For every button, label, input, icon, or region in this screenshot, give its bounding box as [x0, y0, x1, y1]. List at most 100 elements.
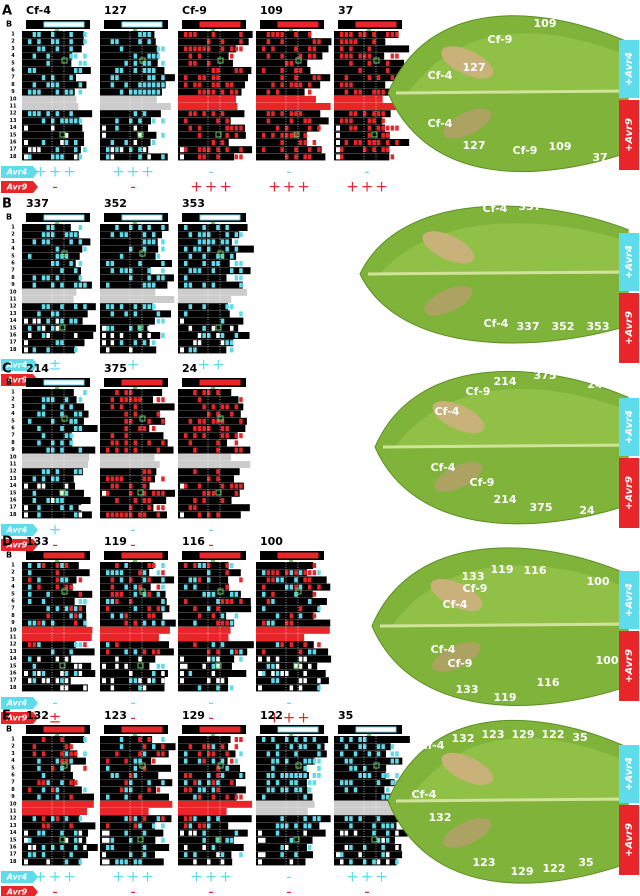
- map-cell: [197, 154, 202, 160]
- map-cell: [193, 32, 197, 37]
- map-cell: [110, 837, 115, 843]
- map-cell: [340, 147, 344, 153]
- column-label: 129: [182, 709, 205, 722]
- map-row: [100, 238, 158, 246]
- map-cell: [110, 678, 115, 684]
- map-row: [100, 569, 150, 577]
- map-cell: [41, 46, 46, 52]
- map-cell: [188, 46, 193, 52]
- leaf-shade: [408, 737, 628, 801]
- map-cell: [344, 82, 349, 88]
- map-row: [178, 31, 253, 38]
- leaf-tag: [619, 100, 639, 170]
- map-cell: [115, 512, 119, 518]
- map-row: [100, 31, 155, 38]
- map-cell: [239, 599, 243, 604]
- column-label: 214: [26, 362, 49, 375]
- map-cell: [372, 140, 376, 145]
- map-row: [22, 146, 81, 154]
- map-cell: [298, 613, 303, 619]
- row-label: 3: [11, 577, 15, 583]
- row-label: 5: [11, 60, 15, 66]
- map-cell: [119, 147, 124, 153]
- map-cell: [32, 32, 37, 37]
- column-label: Cf-4: [26, 4, 51, 17]
- map-cell: [55, 275, 60, 281]
- map-cell: [298, 685, 303, 691]
- map-cell: [280, 75, 284, 81]
- map-cell: [129, 787, 133, 793]
- map-cell: [46, 333, 50, 338]
- tag-shape: [1, 886, 38, 896]
- map-cell: [129, 347, 133, 353]
- map-cell: [119, 744, 124, 750]
- map-cell: [298, 111, 303, 117]
- map-cell: [197, 75, 202, 81]
- map-cell: [74, 333, 78, 338]
- map-row: [100, 417, 166, 425]
- map-cell: [41, 751, 46, 757]
- map-row: [100, 743, 176, 751]
- map-cell: [367, 140, 372, 145]
- map-row: [22, 815, 80, 823]
- map-cell: [275, 89, 280, 95]
- map-cell: [24, 837, 28, 843]
- map-row: [178, 446, 251, 454]
- map-cell: [372, 859, 376, 865]
- map-cell: [124, 397, 128, 403]
- map-cell: [308, 599, 312, 604]
- map-cell: [156, 411, 161, 417]
- map-cell: [234, 794, 239, 800]
- map-cell: [216, 411, 220, 417]
- map-cell: [308, 649, 312, 655]
- map-cell: [202, 282, 206, 288]
- map-cell: [230, 325, 234, 331]
- map-cell: [271, 765, 275, 771]
- map-cell: [280, 39, 284, 45]
- map-cell: [110, 82, 115, 88]
- map-cell: [161, 60, 165, 66]
- map-cell: [239, 852, 243, 858]
- map-cell: [74, 268, 78, 274]
- map-cell: [216, 118, 220, 124]
- map-cell: [69, 32, 73, 37]
- tag-label: Avr9: [6, 541, 28, 550]
- map-row: [100, 858, 164, 866]
- map-cell: [386, 773, 390, 778]
- map-cell: [266, 570, 271, 576]
- map-cell: [216, 649, 220, 655]
- map-cell: [386, 140, 390, 145]
- map-cell: [239, 282, 243, 288]
- row-label: 11: [10, 462, 17, 468]
- map-cell: [161, 275, 165, 281]
- row-label: 15: [10, 837, 17, 843]
- map-marker: [137, 489, 144, 496]
- map-cell: [184, 261, 188, 266]
- map-cell: [225, 340, 229, 346]
- map-row: [256, 153, 326, 161]
- map-cell: [24, 512, 28, 518]
- map-row: [100, 800, 173, 808]
- map-cell: [317, 685, 321, 691]
- row-label: 2: [11, 397, 15, 403]
- map-cell: [220, 404, 225, 410]
- map-cell: [188, 347, 193, 353]
- map-cell: [363, 111, 367, 117]
- map-cell: [266, 751, 271, 757]
- map-row: [22, 410, 89, 418]
- map-row: [100, 475, 156, 483]
- map-cell: [55, 816, 60, 822]
- map-cell: [207, 147, 211, 153]
- map-cell: [197, 426, 202, 431]
- map-cell: [262, 649, 266, 655]
- map-cell: [363, 147, 367, 153]
- map-cell: [239, 656, 243, 662]
- map-row: [256, 648, 329, 656]
- map-cell: [106, 570, 110, 576]
- map-cell: [147, 440, 151, 446]
- map-row: [256, 851, 313, 859]
- map-cell: [184, 584, 188, 590]
- map-cell: [367, 53, 372, 59]
- map-cell: [234, 737, 239, 742]
- map-cell: [193, 426, 197, 431]
